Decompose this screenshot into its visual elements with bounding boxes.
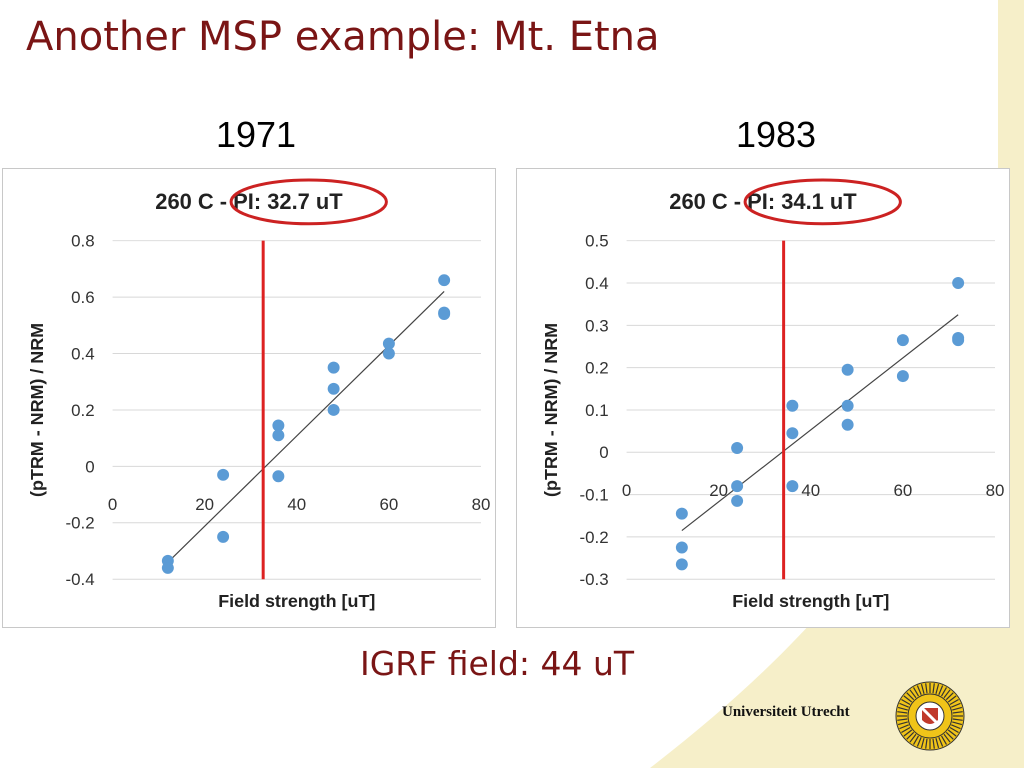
y-tick-label: 0.6 bbox=[71, 288, 95, 307]
x-tick-label: 80 bbox=[986, 481, 1005, 500]
y-tick-label: 0.4 bbox=[585, 274, 609, 293]
chart-1971-svg: 260 C - PI: 32.7 uT -0.4 -0.2 0 0.2 0.4 0.6 0.8… bbox=[27, 178, 491, 611]
chart-1983: 260 C - PI: 34.1 uT -0.3 -0.2 -0.1 0 0.1 0.2 0.… bbox=[516, 168, 1010, 628]
data-point bbox=[841, 418, 854, 431]
highlight-ellipse bbox=[743, 178, 902, 226]
data-point bbox=[786, 427, 799, 440]
data-point bbox=[675, 558, 688, 571]
y-tick-label: 0 bbox=[85, 457, 94, 476]
x-tick-label: 20 bbox=[195, 495, 214, 514]
university-name: Universiteit Utrecht bbox=[722, 704, 850, 720]
data-point bbox=[438, 274, 451, 287]
data-point bbox=[382, 347, 395, 360]
igrf-field-note: IGRF field: 44 uT bbox=[360, 644, 635, 683]
chart-heading-1971: 1971 bbox=[215, 114, 297, 155]
data-point bbox=[217, 530, 230, 543]
data-point bbox=[786, 399, 799, 412]
data-point bbox=[272, 419, 285, 432]
chart-1971: 260 C - PI: 32.7 uT -0.4 -0.2 0 0.2 0.4 0.6 0.8… bbox=[2, 168, 496, 628]
fit-line bbox=[681, 314, 959, 532]
x-tick-label: 60 bbox=[379, 495, 398, 514]
x-tick-label: 60 bbox=[893, 481, 912, 500]
y-tick-label: 0.5 bbox=[585, 232, 609, 251]
x-axis-label: Field strength [uT] bbox=[218, 591, 375, 611]
data-point bbox=[382, 337, 395, 350]
y-axis-label: (pTRM - NRM) / NRM bbox=[27, 323, 47, 497]
y-tick-label: 0.3 bbox=[585, 316, 609, 335]
y-tick-label: -0.1 bbox=[580, 486, 609, 505]
data-point bbox=[731, 480, 744, 493]
y-tick-label: 0.2 bbox=[71, 401, 95, 420]
data-point bbox=[327, 403, 340, 416]
x-tick-label: 40 bbox=[801, 481, 820, 500]
y-tick-label: -0.2 bbox=[580, 528, 609, 547]
data-point bbox=[896, 370, 909, 383]
data-point bbox=[675, 541, 688, 554]
slide-title: Another MSP example: Mt. Etna bbox=[26, 14, 660, 60]
data-point bbox=[952, 334, 965, 347]
y-tick-label: -0.3 bbox=[580, 570, 609, 589]
data-point bbox=[896, 334, 909, 347]
data-point bbox=[161, 561, 174, 574]
x-axis-label: Field strength [uT] bbox=[732, 591, 889, 611]
university-seal-icon bbox=[895, 681, 965, 751]
chart-title-prefix: 260 C - bbox=[669, 189, 747, 214]
data-point bbox=[841, 399, 854, 412]
chart-1983-svg: 260 C - PI: 34.1 uT -0.3 -0.2 -0.1 0 0.1 0.2 0.… bbox=[541, 178, 1005, 611]
chart-heading-1983: 1983 bbox=[735, 114, 817, 155]
chart-title: 260 C - PI: 32.7 uT bbox=[155, 189, 343, 214]
x-tick-label: 0 bbox=[108, 495, 117, 514]
data-point bbox=[675, 507, 688, 520]
chart-title-value: PI: 32.7 uT bbox=[233, 189, 343, 214]
y-tick-label: -0.4 bbox=[66, 570, 95, 589]
y-tick-label: -0.2 bbox=[66, 514, 95, 533]
highlight-ellipse bbox=[229, 178, 388, 226]
data-point bbox=[438, 308, 451, 321]
y-tick-label: 0.1 bbox=[585, 401, 609, 420]
data-point bbox=[327, 361, 340, 374]
y-tick-label: 0 bbox=[599, 443, 608, 462]
y-axis-label: (pTRM - NRM) / NRM bbox=[541, 323, 561, 497]
data-point bbox=[272, 429, 285, 442]
x-tick-label: 0 bbox=[622, 481, 631, 500]
y-tick-label: 0.8 bbox=[71, 232, 95, 251]
data-point bbox=[272, 470, 285, 483]
x-tick-label: 80 bbox=[472, 495, 491, 514]
y-tick-label: 0.2 bbox=[585, 359, 609, 378]
data-point bbox=[217, 468, 230, 481]
data-point bbox=[841, 363, 854, 376]
data-point bbox=[731, 494, 744, 507]
x-tick-label: 40 bbox=[287, 495, 306, 514]
chart-title: 260 C - PI: 34.1 uT bbox=[669, 189, 857, 214]
data-point bbox=[731, 442, 744, 455]
chart-title-value: PI: 34.1 uT bbox=[747, 189, 857, 214]
data-point bbox=[327, 382, 340, 395]
x-tick-label: 20 bbox=[709, 481, 728, 500]
data-point bbox=[786, 480, 799, 493]
fit-line bbox=[167, 291, 445, 563]
data-point bbox=[952, 277, 965, 289]
y-tick-label: 0.4 bbox=[71, 345, 95, 364]
chart-title-prefix: 260 C - bbox=[155, 189, 233, 214]
